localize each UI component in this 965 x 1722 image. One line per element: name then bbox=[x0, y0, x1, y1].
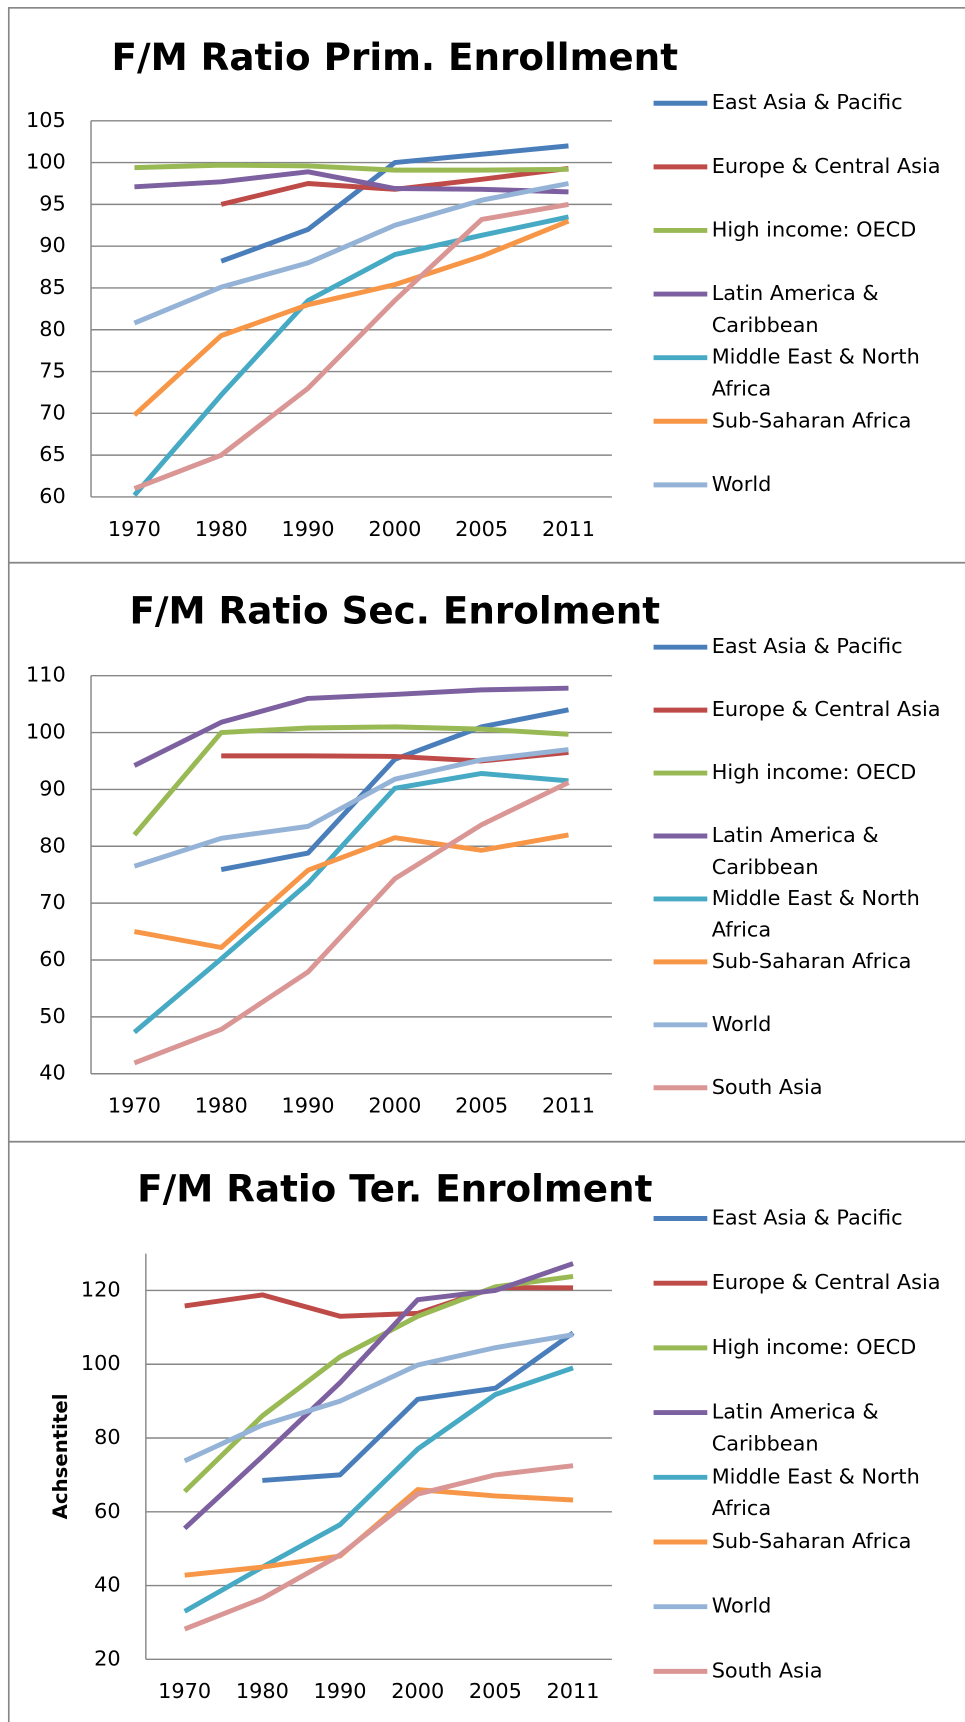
series-line bbox=[183, 1365, 574, 1614]
y-tick-label: 90 bbox=[39, 233, 66, 257]
series-line bbox=[132, 218, 570, 417]
series-line bbox=[183, 1332, 574, 1464]
y-tick-label: 120 bbox=[81, 1277, 121, 1301]
y-tick-label: 95 bbox=[39, 191, 66, 215]
y-tick-label: 40 bbox=[39, 1061, 66, 1085]
series-line bbox=[133, 201, 569, 491]
series-line bbox=[132, 771, 569, 1035]
x-tick-label: 1990 bbox=[282, 517, 335, 541]
x-tick-label: 1990 bbox=[314, 1679, 367, 1703]
series-line bbox=[184, 1285, 574, 1319]
y-tick-label: 70 bbox=[39, 400, 66, 424]
legend-label: Latin America & Caribbean bbox=[712, 1400, 879, 1456]
series-line bbox=[132, 724, 569, 837]
y-tick-label: 60 bbox=[39, 947, 66, 971]
chart-title: F/M Ratio Sec. Enrolment bbox=[129, 589, 660, 633]
legend-label: East Asia & Pacific bbox=[712, 90, 903, 114]
y-tick-label: 85 bbox=[39, 275, 66, 299]
legend-label: High income: OECD bbox=[712, 217, 917, 241]
x-tick-label: 2005 bbox=[455, 517, 508, 541]
series-line bbox=[220, 143, 569, 264]
x-tick-label: 1970 bbox=[108, 1094, 161, 1118]
y-tick-label: 110 bbox=[26, 663, 66, 687]
series-line bbox=[183, 1261, 574, 1531]
series-line bbox=[134, 162, 569, 173]
y-tick-label: 65 bbox=[39, 442, 66, 466]
legend-label: Middle East & North Africa bbox=[712, 345, 920, 401]
y-tick-label: 100 bbox=[26, 150, 66, 174]
legend-label: World bbox=[712, 1594, 772, 1618]
y-tick-label: 80 bbox=[39, 317, 66, 341]
y-tick-label: 75 bbox=[39, 359, 66, 383]
y-tick-label: 100 bbox=[26, 720, 66, 744]
y-tick-label: 90 bbox=[39, 776, 66, 800]
legend-label: Sub-Saharan Africa bbox=[712, 1529, 912, 1553]
y-tick-label: 40 bbox=[94, 1573, 121, 1597]
series-line bbox=[133, 685, 569, 768]
x-tick-label: 1980 bbox=[195, 517, 248, 541]
legend-label: High income: OECD bbox=[712, 1335, 917, 1359]
x-tick-label: 1990 bbox=[282, 1094, 335, 1118]
x-tick-label: 1980 bbox=[236, 1679, 289, 1703]
legend-label: Europe & Central Asia bbox=[712, 154, 941, 178]
y-tick-label: 105 bbox=[26, 108, 66, 132]
legend-label: Middle East & North Africa bbox=[712, 886, 920, 942]
series-line bbox=[133, 832, 569, 950]
panel-border bbox=[7, 1140, 965, 1722]
y-tick-label: 50 bbox=[39, 1004, 66, 1028]
series-line bbox=[184, 1487, 574, 1578]
x-tick-label: 2000 bbox=[391, 1679, 444, 1703]
legend-label: High income: OECD bbox=[712, 760, 917, 784]
x-tick-label: 2005 bbox=[469, 1679, 522, 1703]
legend-label: East Asia & Pacific bbox=[712, 1205, 903, 1229]
y-tick-label: 60 bbox=[94, 1499, 121, 1523]
series-line bbox=[262, 1330, 575, 1483]
x-tick-label: 2011 bbox=[542, 517, 595, 541]
series-line bbox=[134, 169, 569, 195]
legend-label: Sub-Saharan Africa bbox=[712, 949, 912, 973]
legend-label: Latin America & Caribbean bbox=[712, 281, 879, 337]
x-tick-label: 2011 bbox=[542, 1094, 595, 1118]
x-tick-label: 2000 bbox=[368, 1094, 421, 1118]
series-line bbox=[133, 181, 569, 326]
y-tick-label: 100 bbox=[81, 1351, 121, 1375]
legend-label: Europe & Central Asia bbox=[712, 1270, 941, 1294]
legend-label: Sub-Saharan Africa bbox=[712, 408, 912, 432]
legend-label: World bbox=[712, 472, 772, 496]
legend-label: World bbox=[712, 1012, 772, 1036]
legend-label: East Asia & Pacific bbox=[712, 634, 903, 658]
x-tick-label: 1970 bbox=[158, 1679, 211, 1703]
y-tick-label: 70 bbox=[39, 890, 66, 914]
legend-label: South Asia bbox=[712, 1658, 823, 1682]
series-line bbox=[133, 747, 569, 869]
x-tick-label: 1970 bbox=[108, 517, 161, 541]
y-tick-label: 60 bbox=[39, 484, 66, 508]
y-tick-label: 80 bbox=[94, 1425, 121, 1449]
chart-title: F/M Ratio Prim. Enrollment bbox=[112, 35, 679, 79]
x-tick-label: 1980 bbox=[195, 1094, 248, 1118]
y-axis-label: Achsentitel bbox=[49, 1394, 72, 1520]
y-tick-label: 80 bbox=[39, 833, 66, 857]
series-line bbox=[183, 1463, 574, 1632]
series-line bbox=[220, 707, 569, 873]
x-tick-label: 2005 bbox=[455, 1094, 508, 1118]
series-line bbox=[133, 780, 570, 1066]
x-tick-label: 2000 bbox=[368, 517, 421, 541]
x-tick-label: 2011 bbox=[547, 1679, 600, 1703]
chart-title: F/M Ratio Ter. Enrolment bbox=[137, 1167, 652, 1211]
legend-label: South Asia bbox=[712, 1075, 823, 1099]
y-tick-label: 20 bbox=[94, 1646, 121, 1670]
legend-label: Middle East & North Africa bbox=[712, 1464, 920, 1520]
legend-label: Europe & Central Asia bbox=[712, 697, 941, 721]
legend-label: Latin America & Caribbean bbox=[712, 823, 879, 879]
series-line bbox=[132, 214, 570, 497]
